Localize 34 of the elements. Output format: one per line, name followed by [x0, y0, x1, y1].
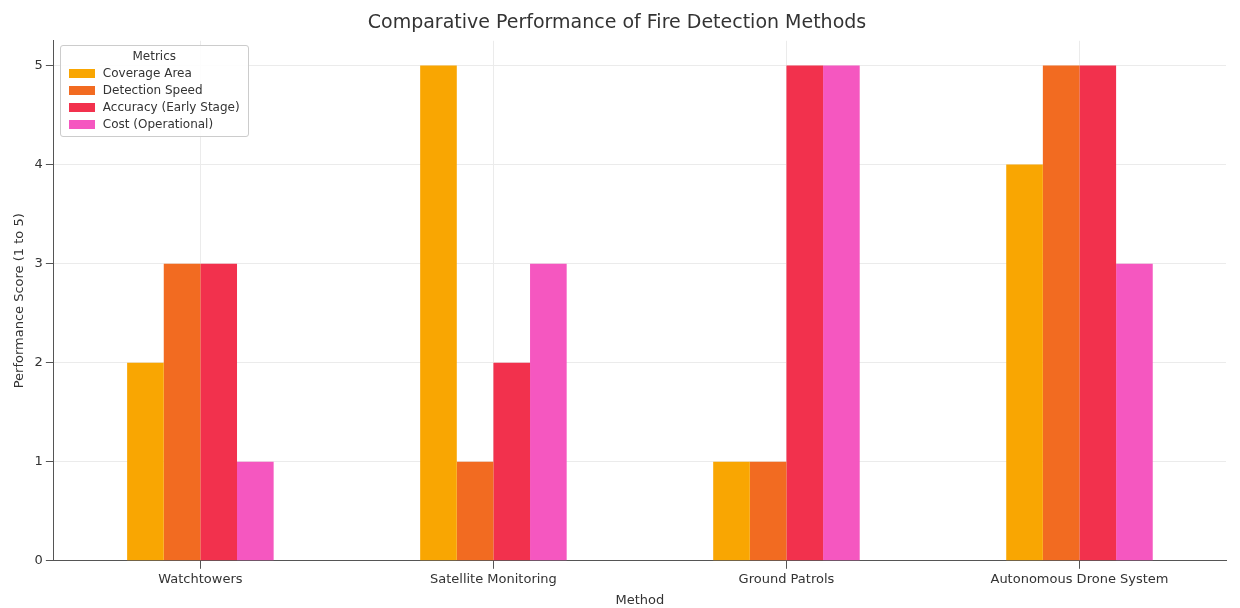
- legend-label: Coverage Area: [102, 66, 192, 81]
- y-tick-label: 3: [34, 255, 43, 271]
- y-axis-title: Performance Score (1 to 5): [11, 213, 27, 389]
- bar: [1006, 164, 1043, 561]
- x-tick-label: Watchtowers: [158, 570, 243, 586]
- bar: [163, 263, 201, 561]
- bar: [420, 65, 457, 561]
- bar: [823, 65, 860, 561]
- x-tick-label: Ground Patrols: [738, 570, 835, 586]
- bar: [713, 461, 750, 561]
- y-tick-label: 4: [34, 155, 43, 171]
- y-tick-label: 0: [34, 552, 43, 568]
- x-tick-label: Satellite Monitoring: [429, 570, 557, 586]
- bar: [237, 461, 274, 561]
- bar: [530, 263, 567, 561]
- x-axis-title: Method: [615, 591, 665, 607]
- bar: [786, 65, 824, 561]
- legend-label: Cost (Operational): [102, 117, 214, 132]
- legend-label: Detection Speed: [102, 83, 203, 98]
- y-tick-label: 1: [34, 453, 43, 469]
- bar: [127, 362, 164, 561]
- x-tick-label: Autonomous Drone System: [990, 570, 1169, 586]
- bar: [749, 461, 787, 561]
- legend-label: Accuracy (Early Stage): [102, 100, 240, 115]
- bar: [1116, 263, 1153, 561]
- chart-title: Comparative Performance of Fire Detection Methods: [367, 10, 867, 33]
- bar: [200, 263, 238, 561]
- bar: [1042, 65, 1080, 561]
- y-tick-label: 2: [34, 354, 43, 370]
- legend-title: Metrics: [131, 48, 177, 63]
- bar: [493, 362, 531, 561]
- bar: [1079, 65, 1117, 561]
- bar: [456, 461, 494, 561]
- y-tick-label: 5: [34, 56, 43, 72]
